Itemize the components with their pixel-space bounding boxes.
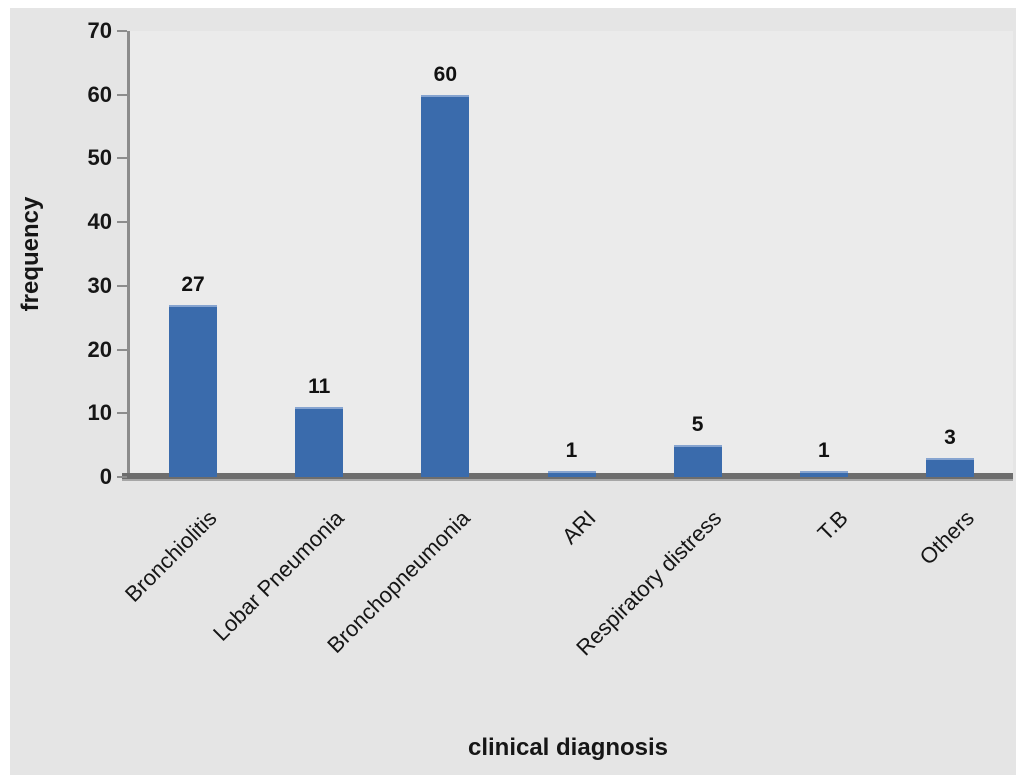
y-axis-tick (117, 348, 127, 351)
y-axis-line (127, 31, 130, 477)
x-axis-title: clinical diagnosis (467, 734, 669, 761)
y-axis-tick (117, 30, 127, 32)
bar-lobar-pneumonia (295, 406, 344, 477)
bar-others (925, 457, 974, 477)
y-axis-tick (117, 476, 127, 478)
y-axis-tick (117, 412, 127, 415)
y-tick-label: 30 (87, 272, 112, 298)
y-axis-tick (117, 221, 127, 224)
plot-area (130, 31, 1013, 477)
bar-value-label: 5 (691, 413, 704, 437)
bar-ari (547, 470, 596, 477)
y-tick-label: 50 (87, 145, 112, 171)
x-axis-line (122, 473, 1013, 481)
y-tick-label: 10 (87, 400, 112, 426)
y-tick-label: 70 (87, 18, 112, 43)
bar-value-label: 1 (565, 438, 578, 462)
y-axis-title: frequency (17, 196, 44, 312)
bar-bronchiolitis (169, 304, 218, 477)
bar-respiratory-distress (673, 445, 722, 477)
bar-value-label: 27 (181, 272, 205, 296)
y-axis-tick (117, 284, 127, 287)
bar-value-label: 1 (817, 438, 830, 462)
y-tick-label: 60 (87, 81, 112, 107)
bar-value-label: 3 (944, 425, 956, 449)
y-axis-tick (117, 93, 127, 96)
bar-value-label: 60 (433, 62, 458, 86)
bar-t-b (799, 470, 848, 477)
chart-panel (10, 8, 1016, 775)
bar-bronchopneumonia (421, 94, 470, 477)
y-tick-label: 40 (87, 209, 112, 235)
y-axis-tick (117, 157, 127, 160)
y-tick-label: 0 (99, 464, 112, 489)
y-tick-label: 20 (87, 336, 112, 362)
bar-value-label: 11 (308, 374, 331, 398)
